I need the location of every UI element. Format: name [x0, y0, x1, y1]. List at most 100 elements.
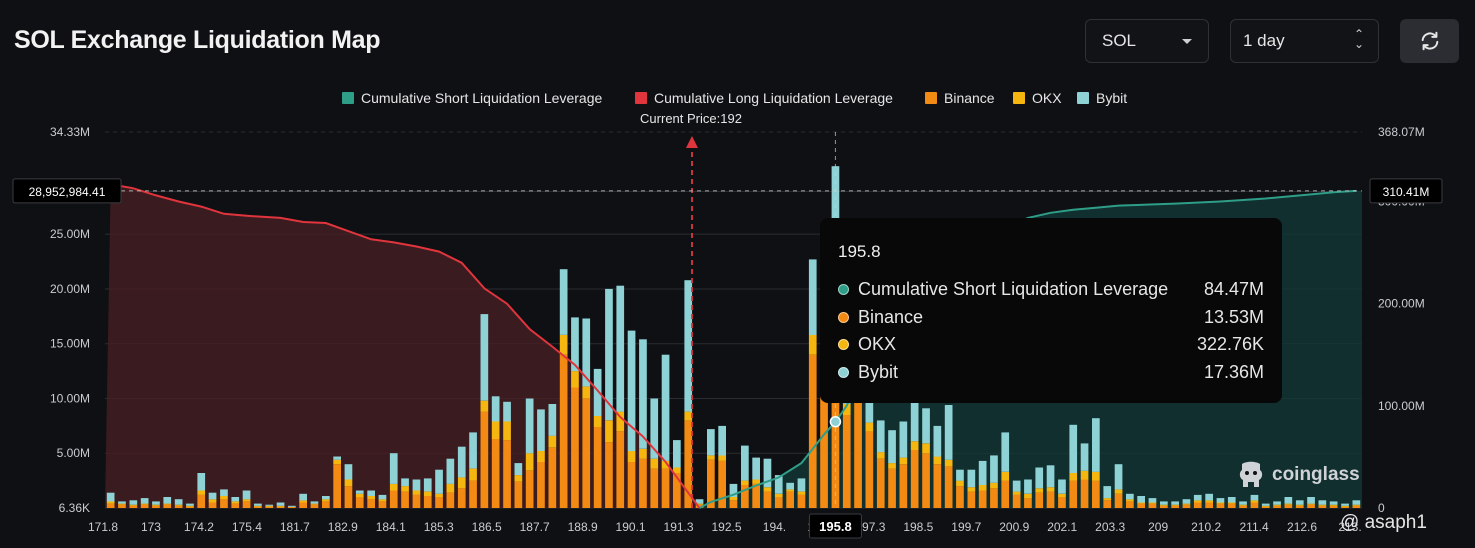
bar-okx: [910, 441, 919, 450]
bar-bybit: [401, 478, 409, 487]
bar-bybit: [684, 280, 693, 412]
tooltip-label: Cumulative Short Liquidation Leverage: [858, 279, 1169, 300]
bar-binance: [571, 387, 579, 508]
bar-binance: [435, 497, 443, 508]
bar-binance: [469, 480, 477, 508]
bar-bybit: [1352, 500, 1361, 505]
bar-binance: [412, 494, 421, 508]
bar-binance: [1035, 492, 1044, 508]
bar-bybit: [865, 389, 874, 423]
bar-okx: [876, 452, 885, 459]
bar-okx: [1250, 500, 1259, 503]
asset-select[interactable]: SOL: [1085, 19, 1209, 63]
bar-bybit: [1284, 497, 1293, 504]
bar-bybit: [605, 288, 613, 421]
bar-okx: [763, 487, 772, 492]
x-tick: 188.9: [568, 520, 598, 534]
bar-bybit: [1216, 498, 1225, 503]
bar-okx: [197, 490, 206, 495]
bar-binance: [1284, 504, 1293, 508]
bar-okx: [435, 493, 443, 498]
bar-binance: [1001, 480, 1010, 508]
bar-bybit: [344, 464, 353, 480]
bar-binance: [763, 491, 772, 508]
x-tick: 211.4: [1240, 520, 1269, 534]
bar-binance: [1329, 505, 1338, 508]
bar-bybit: [1273, 501, 1281, 505]
bar-okx: [1329, 504, 1338, 506]
y-right-tick: 0: [1378, 501, 1385, 515]
bar-okx: [888, 463, 896, 469]
bar-bybit: [650, 398, 659, 459]
bar-binance: [355, 497, 364, 508]
bar-binance: [933, 464, 942, 508]
bar-bybit: [1307, 497, 1315, 504]
time-range-select[interactable]: 1 day ⌃ ⌄: [1230, 19, 1379, 63]
bar-binance: [944, 466, 953, 508]
bar-okx: [741, 480, 749, 485]
bar-binance: [401, 491, 409, 508]
chevron-down-icon: [1182, 39, 1192, 44]
bar-binance: [876, 458, 885, 508]
bar-binance: [491, 439, 500, 508]
bar-binance: [344, 486, 353, 508]
tooltip-title: 195.8: [838, 242, 881, 261]
bar-binance: [752, 483, 760, 508]
bar-binance: [1205, 502, 1213, 508]
bar-binance: [1024, 498, 1032, 508]
bar-binance: [1012, 494, 1021, 508]
legend-label: Bybit: [1096, 90, 1127, 106]
bar-binance: [174, 505, 183, 508]
bar-binance: [106, 503, 115, 508]
bar-okx: [503, 421, 511, 441]
bar-okx: [1284, 503, 1293, 505]
bar-binance: [797, 494, 806, 508]
bar-bybit: [922, 408, 930, 444]
refresh-icon: [1421, 31, 1438, 51]
tooltip-row: OKX 322.76K: [838, 331, 1264, 359]
bar-bybit: [389, 453, 398, 484]
y-left-tick: 10.00M: [50, 391, 90, 405]
x-tick: 213.: [1338, 520, 1361, 534]
bar-bybit: [1171, 501, 1179, 505]
bar-binance: [1160, 505, 1168, 508]
tooltip-dot-icon: [838, 311, 849, 323]
refresh-button[interactable]: [1400, 19, 1459, 63]
bar-bybit: [956, 469, 964, 481]
bar-okx: [922, 443, 930, 454]
bar-binance: [1239, 505, 1247, 508]
bar-binance: [254, 506, 262, 508]
bar-binance: [582, 398, 591, 508]
bar-binance: [1069, 480, 1078, 508]
bar-okx: [525, 453, 534, 471]
bar-okx: [378, 499, 387, 502]
bar-binance: [695, 504, 704, 508]
bar-bybit: [899, 421, 908, 458]
bar-bybit: [1012, 480, 1021, 492]
bar-okx: [1216, 502, 1225, 504]
bar-okx: [695, 503, 704, 505]
bar-bybit: [525, 398, 534, 454]
chart-legend: Cumulative Short Liquidation Leverage Cum…: [342, 90, 1127, 126]
bar-bybit: [322, 496, 330, 500]
y-right-tick: 100.00M: [1378, 399, 1425, 413]
bar-bybit: [808, 259, 817, 335]
bar-okx: [1205, 500, 1213, 503]
y-left-tick: 20.00M: [50, 282, 90, 296]
long-cumulative-line: [110, 183, 701, 509]
bar-okx: [627, 451, 636, 462]
bar-bybit: [220, 489, 228, 496]
bar-bybit: [876, 420, 885, 453]
bar-bybit: [231, 497, 240, 502]
bar-bybit: [1058, 479, 1066, 494]
up-down-arrows-icon: ⌃ ⌄: [1353, 27, 1364, 51]
bar-bybit: [310, 501, 319, 504]
bar-binance: [220, 499, 228, 508]
bar-bybit: [491, 396, 500, 422]
crosshair-x-value: 195.8: [819, 519, 852, 534]
bar-okx: [582, 386, 591, 399]
bar-binance: [605, 442, 613, 508]
bar-okx: [537, 451, 545, 462]
bar-bybit: [978, 460, 987, 485]
x-tick: 173: [141, 520, 161, 534]
